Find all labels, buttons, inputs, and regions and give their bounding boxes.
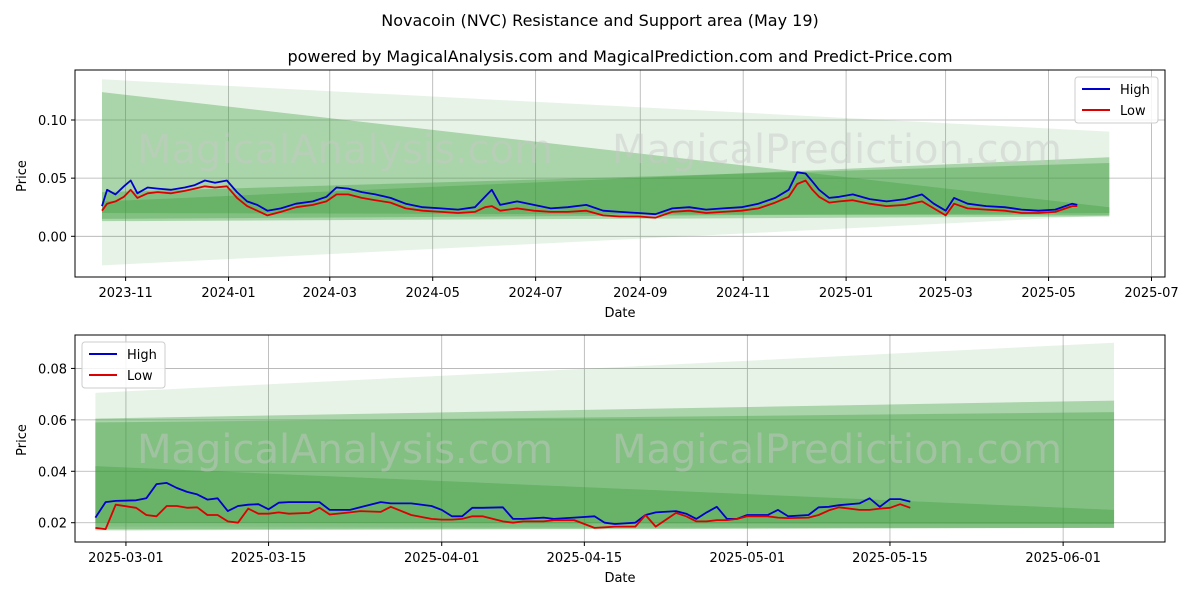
bottom-forecast-band-2	[95, 400, 1115, 531]
top-x-tick-label: 2024-03	[303, 286, 357, 301]
bottom-y-axis-label: Price	[15, 424, 30, 456]
top-series-low-line	[101, 179, 1078, 219]
bottom-y-tick-label: 0.04	[38, 465, 67, 480]
bottom-forecast-bands	[95, 342, 1115, 531]
top-y-axis-label: Price	[15, 160, 30, 192]
top-series-high-line	[101, 171, 1078, 216]
top-legend-low-label: Low	[1120, 104, 1146, 119]
bottom-x-tick-label: 2025-04-15	[547, 551, 623, 566]
top-x-tick-label: 2024-07	[508, 286, 562, 301]
bottom-x-tick-label: 2025-05-01	[710, 551, 786, 566]
bottom-legend: High Low	[81, 341, 166, 389]
top-x-tick-label: 2024-09	[613, 286, 667, 301]
top-y-tick-label: 0.05	[38, 172, 67, 187]
top-x-tick-label: 2025-01	[819, 286, 873, 301]
top-series-lines	[101, 171, 1078, 219]
top-x-tick-label: 2024-01	[201, 286, 255, 301]
top-y-tick-label: 0.10	[38, 114, 67, 129]
top-x-tick-label: 2025-07	[1124, 286, 1178, 301]
bottom-grid	[75, 335, 1165, 542]
bottom-x-tick-label: 2025-03-01	[88, 551, 164, 566]
bottom-x-tick-label: 2025-04-01	[404, 551, 480, 566]
bottom-series-high-line	[94, 481, 911, 525]
bottom-legend-low-label: Low	[127, 369, 153, 384]
top-forecast-band-2	[101, 92, 1110, 222]
bottom-y-tick-label: 0.02	[38, 517, 67, 532]
bottom-forecast-band-4	[95, 412, 1115, 524]
top-watermark-right: MagicalPrediction.com	[612, 127, 1062, 173]
top-legend-high-label: High	[1120, 83, 1150, 98]
bottom-x-tick-label: 2025-05-15	[852, 551, 928, 566]
bottom-y-tick-label: 0.06	[38, 414, 67, 429]
top-legend: High Low	[1074, 76, 1159, 124]
bottom-x-tick-label: 2025-03-15	[231, 551, 307, 566]
top-x-tick-label: 2023-11	[98, 286, 152, 301]
bottom-x-ticks: 2025-03-01 2025-03-15 2025-04-01 2025-04-15…	[88, 542, 1101, 566]
bottom-forecast-band-3	[95, 466, 1115, 530]
top-x-axis-label: Date	[604, 306, 635, 321]
bottom-y-tick-label: 0.08	[38, 362, 67, 377]
bottom-axes-frame	[74, 334, 1166, 543]
bottom-series-lines	[94, 481, 911, 530]
bottom-x-tick-label: 2025-06-01	[1025, 551, 1101, 566]
top-y-tick-label: 0.00	[38, 230, 67, 245]
bottom-watermark-right: MagicalPrediction.com	[612, 427, 1062, 473]
bottom-series-low-line	[95, 503, 911, 530]
top-panel: MagicalAnalysis.com MagicalPrediction.co…	[15, 69, 1179, 321]
top-x-ticks: 2023-11 2024-01 2024-03 2024-05 2024-07 2024-…	[98, 277, 1179, 301]
top-x-tick-label: 2024-05	[406, 286, 460, 301]
top-x-tick-label: 2024-11	[716, 286, 770, 301]
top-forecast-band-4	[101, 163, 1110, 219]
bottom-forecast-band-1	[95, 342, 1115, 528]
chart-subtitle: powered by MagicalAnalysis.com and Magic…	[287, 47, 952, 66]
top-axes-frame	[74, 69, 1166, 278]
top-x-tick-label: 2025-03	[918, 286, 972, 301]
top-watermark-left: MagicalAnalysis.com	[137, 127, 553, 173]
bottom-watermark-left: MagicalAnalysis.com	[137, 427, 553, 473]
bottom-y-ticks: 0.02 0.04 0.06 0.08	[38, 362, 75, 532]
chart-title: Novacoin (NVC) Resistance and Support ar…	[381, 11, 819, 30]
bottom-x-axis-label: Date	[604, 571, 635, 586]
top-y-ticks: 0.00 0.05 0.10	[38, 114, 75, 245]
bottom-panel: MagicalAnalysis.com MagicalPrediction.co…	[15, 334, 1166, 586]
bottom-legend-high-label: High	[127, 348, 157, 363]
top-x-tick-label: 2025-05	[1021, 286, 1075, 301]
top-forecast-band-1	[101, 79, 1110, 266]
